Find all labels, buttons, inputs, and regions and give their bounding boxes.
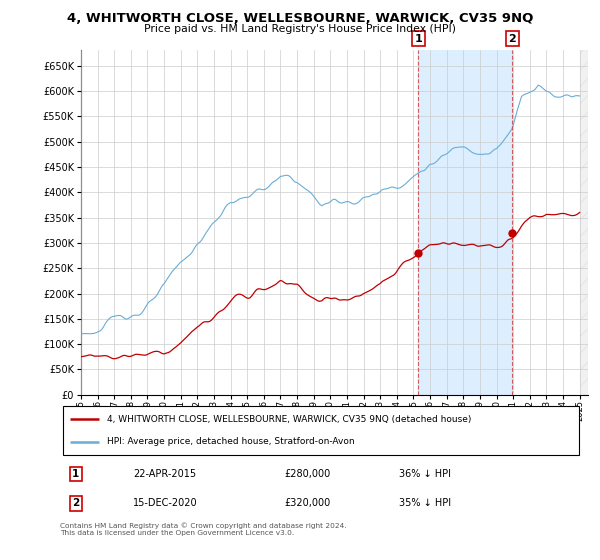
Text: 15-DEC-2020: 15-DEC-2020 <box>133 498 198 508</box>
FancyBboxPatch shape <box>62 407 580 455</box>
Text: 2: 2 <box>72 498 79 508</box>
Text: £280,000: £280,000 <box>284 469 331 479</box>
Text: 2: 2 <box>508 34 516 44</box>
Text: Price paid vs. HM Land Registry's House Price Index (HPI): Price paid vs. HM Land Registry's House … <box>144 24 456 34</box>
Text: 4, WHITWORTH CLOSE, WELLESBOURNE, WARWICK, CV35 9NQ (detached house): 4, WHITWORTH CLOSE, WELLESBOURNE, WARWIC… <box>107 415 472 424</box>
Text: 1: 1 <box>415 34 422 44</box>
Text: 4, WHITWORTH CLOSE, WELLESBOURNE, WARWICK, CV35 9NQ: 4, WHITWORTH CLOSE, WELLESBOURNE, WARWIC… <box>67 12 533 25</box>
Text: 36% ↓ HPI: 36% ↓ HPI <box>400 469 451 479</box>
Text: HPI: Average price, detached house, Stratford-on-Avon: HPI: Average price, detached house, Stra… <box>107 437 355 446</box>
Bar <box>418 50 512 395</box>
Bar <box>580 50 588 395</box>
Text: 35% ↓ HPI: 35% ↓ HPI <box>400 498 451 508</box>
Text: 22-APR-2015: 22-APR-2015 <box>133 469 196 479</box>
Text: Contains HM Land Registry data © Crown copyright and database right 2024.
This d: Contains HM Land Registry data © Crown c… <box>60 522 347 535</box>
Text: £320,000: £320,000 <box>284 498 331 508</box>
Text: 1: 1 <box>72 469 79 479</box>
